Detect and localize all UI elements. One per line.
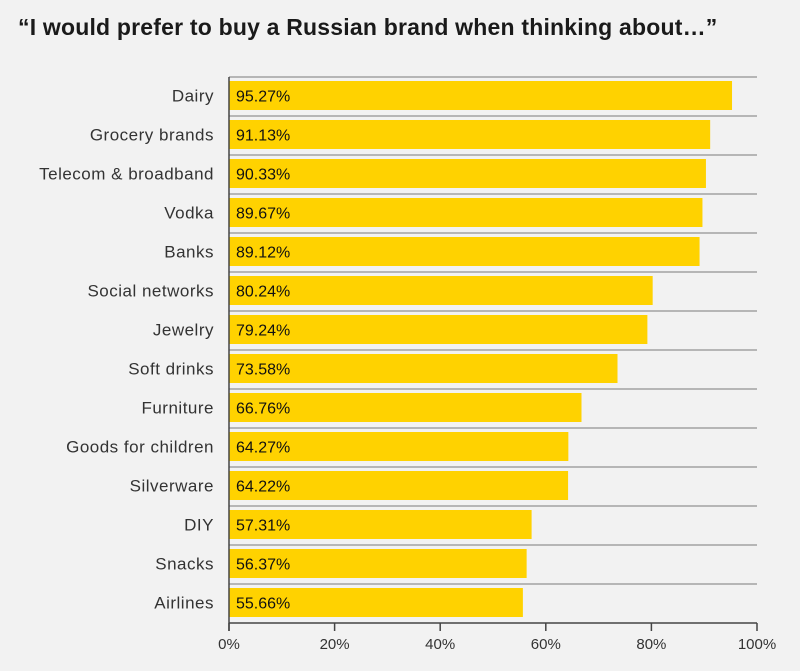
bar <box>229 393 582 422</box>
bar <box>229 159 706 188</box>
data-label: 55.66% <box>236 596 290 613</box>
category-label: Banks <box>164 243 214 262</box>
category-label: Vodka <box>164 204 214 223</box>
category-label: Furniture <box>141 399 214 418</box>
bar <box>229 315 648 344</box>
category-label: Jewelry <box>153 321 214 340</box>
x-tick-label: 20% <box>320 636 350 653</box>
category-label: Telecom & broadband <box>39 165 214 184</box>
category-label: Social networks <box>87 282 214 301</box>
data-label: 64.22% <box>236 479 290 496</box>
category-label: DIY <box>184 516 214 535</box>
bar <box>229 471 569 500</box>
data-label: 64.27% <box>236 440 290 457</box>
x-tick-label: 0% <box>218 636 240 653</box>
data-label: 56.37% <box>236 557 290 574</box>
data-label: 95.27% <box>236 89 290 106</box>
category-label: Snacks <box>155 555 214 574</box>
data-label: 89.12% <box>236 245 290 262</box>
data-label: 79.24% <box>236 323 290 340</box>
x-tick-label: 100% <box>738 636 776 653</box>
data-label: 66.76% <box>236 401 290 418</box>
axes: Dairy Grocery brands Telecom & broadband Vo… <box>39 77 776 653</box>
bar <box>229 549 527 578</box>
bar <box>229 120 711 149</box>
data-label: 89.67% <box>236 206 290 223</box>
bar <box>229 198 703 227</box>
category-label: Grocery brands <box>90 126 214 145</box>
category-label: Soft drinks <box>128 360 214 379</box>
data-label: 80.24% <box>236 284 290 301</box>
bar <box>229 510 532 539</box>
x-tick-label: 40% <box>425 636 455 653</box>
x-tick-label: 80% <box>636 636 666 653</box>
bar <box>229 81 733 110</box>
bar <box>229 432 569 461</box>
data-label: 90.33% <box>236 167 290 184</box>
category-label: Goods for children <box>66 438 214 457</box>
bar <box>229 588 523 617</box>
category-label: Silverware <box>130 477 214 496</box>
x-tick-label: 60% <box>531 636 561 653</box>
bar <box>229 237 700 266</box>
bars: 95.27% 91.13% 90.33% 89.67% 89.12% 80.24% 79.2… <box>229 81 733 617</box>
data-label: 57.31% <box>236 518 290 535</box>
data-label: 73.58% <box>236 362 290 379</box>
data-label: 91.13% <box>236 128 290 145</box>
grid-lines <box>229 76 757 624</box>
bar <box>229 276 653 305</box>
chart-title: “I would prefer to buy a Russian brand w… <box>18 14 718 40</box>
category-label: Airlines <box>154 594 214 613</box>
category-label: Dairy <box>172 87 214 106</box>
bar <box>229 354 618 383</box>
